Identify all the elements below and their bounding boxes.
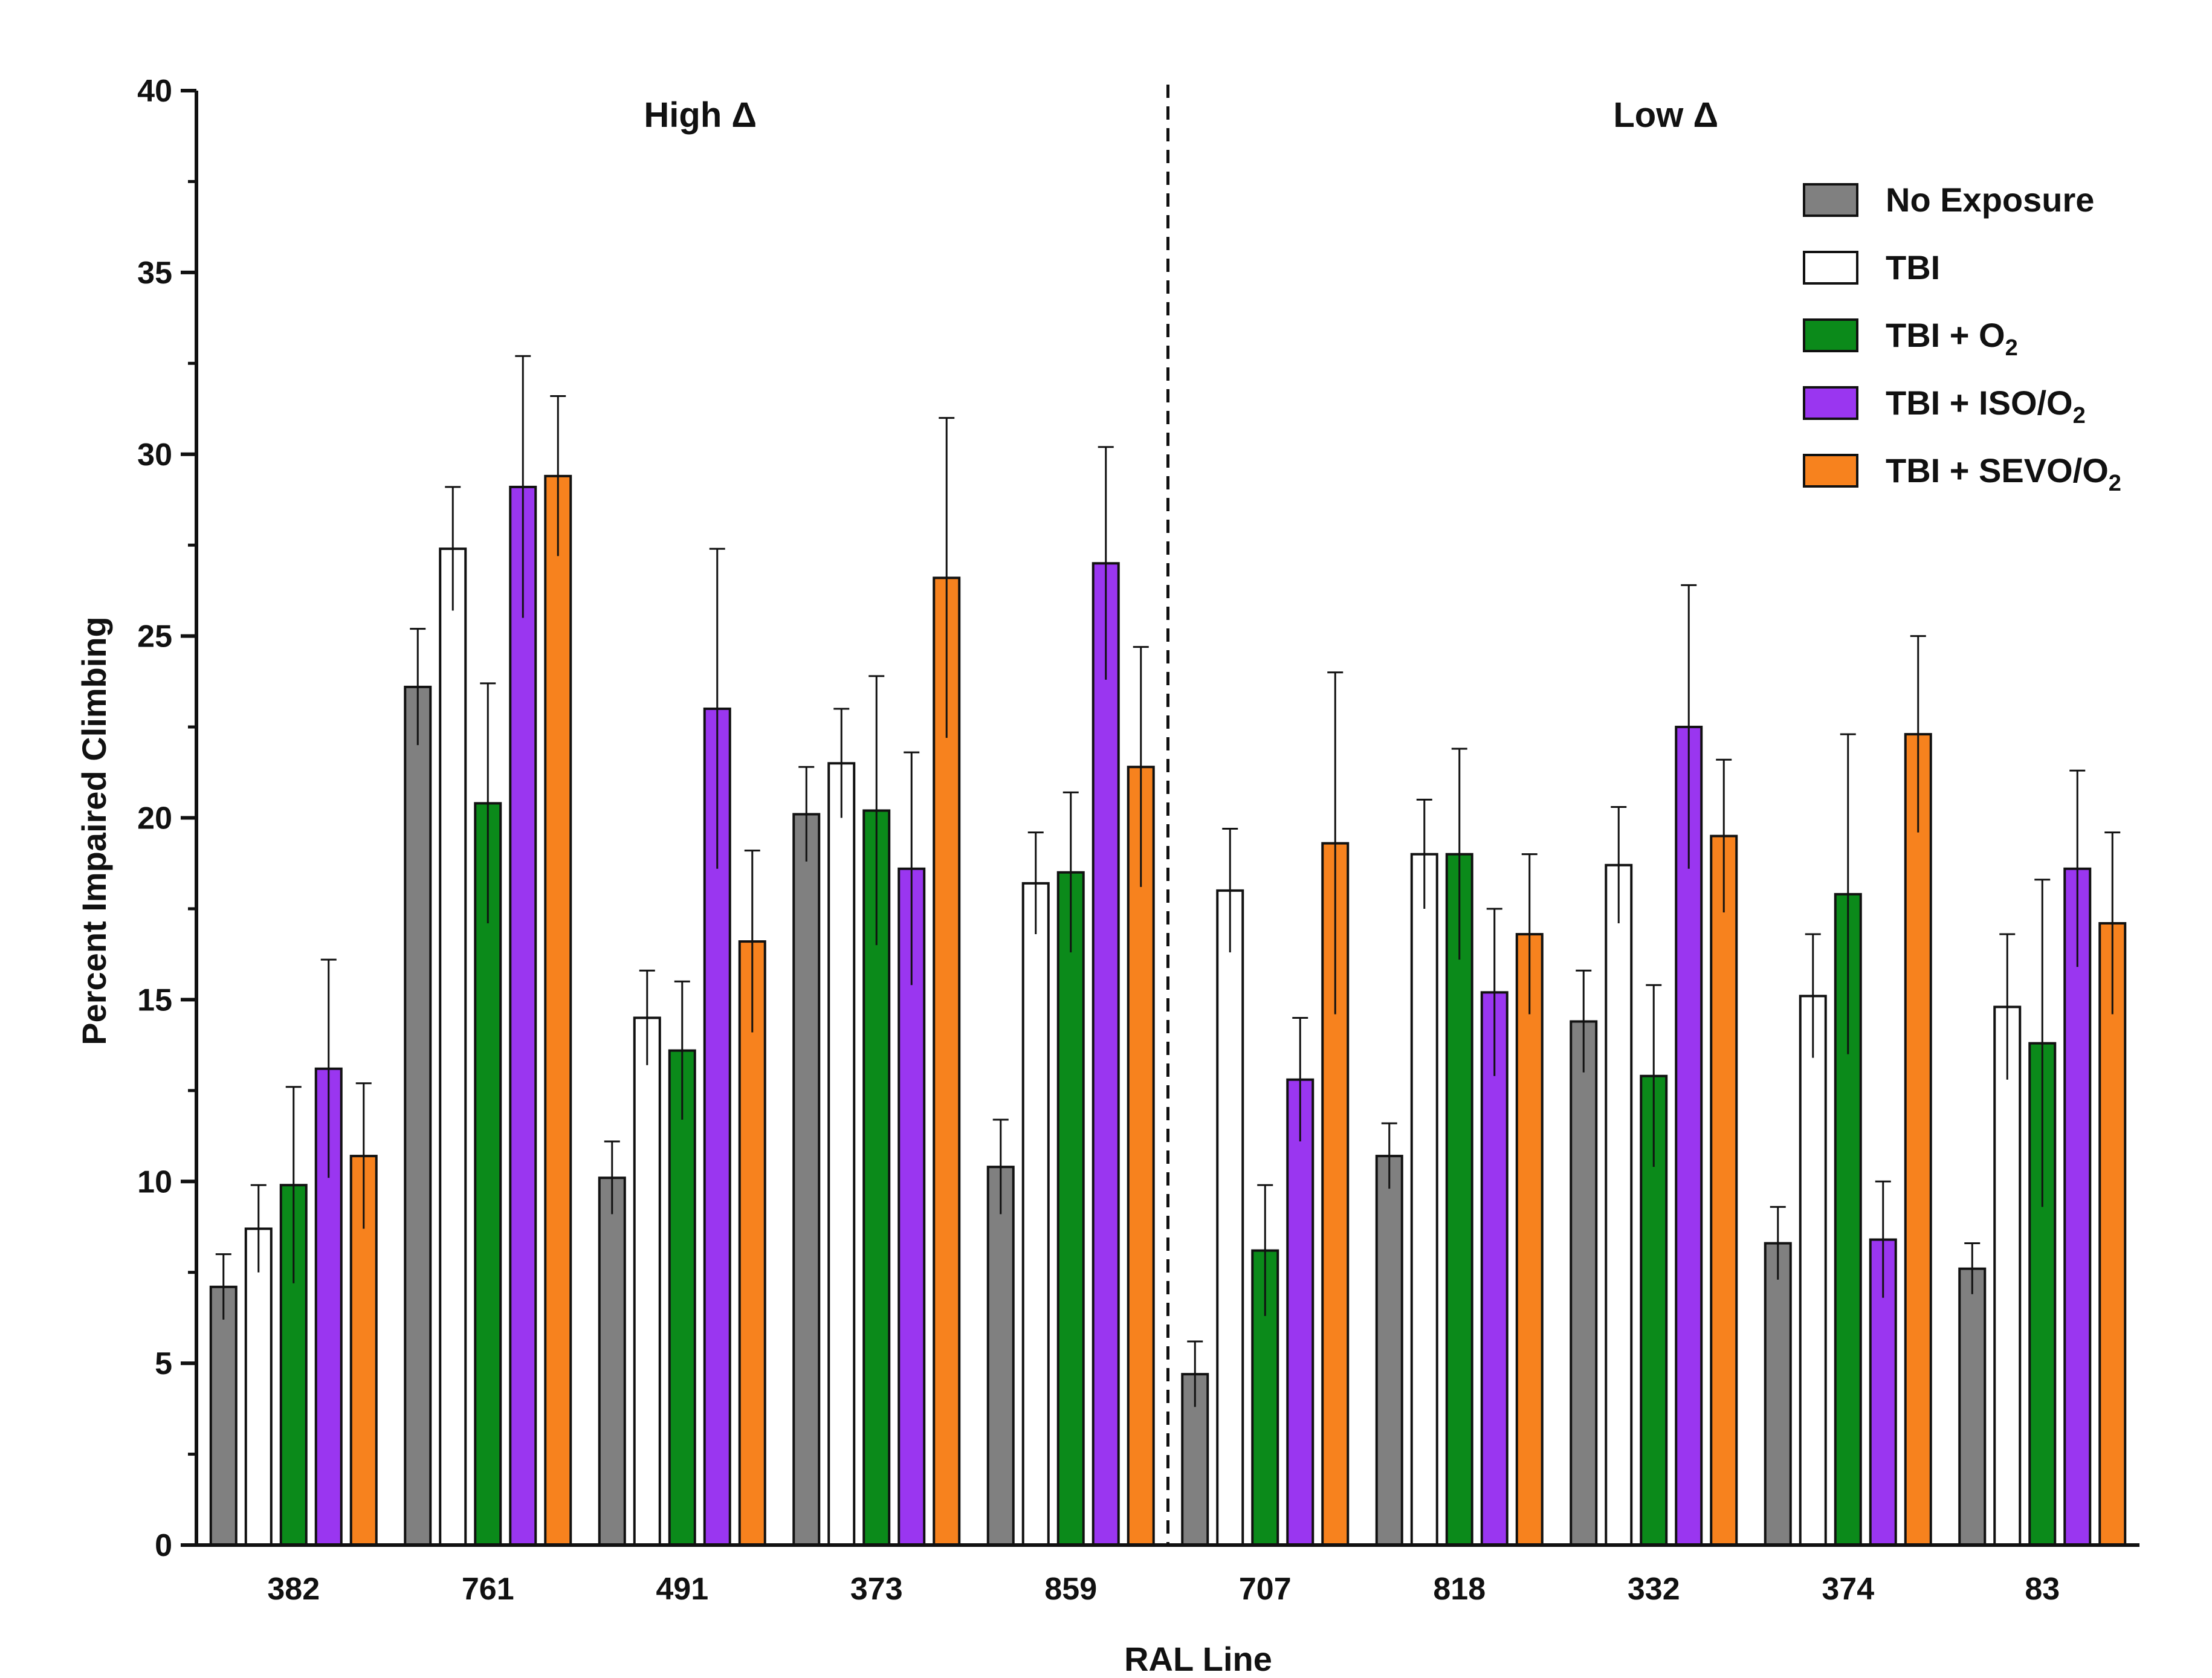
x-tick-label: 373 [850, 1572, 903, 1607]
bar-group-373 [792, 417, 961, 1546]
bar-818-series-3 [1445, 853, 1473, 1546]
x-tick-label: 707 [1239, 1572, 1292, 1607]
bar-332-series-2 [1605, 863, 1633, 1546]
y-axis-title: Percent Impaired Climbing [75, 616, 113, 1045]
bar-491-series-3 [668, 1049, 696, 1546]
bar-382-series-1 [209, 1285, 238, 1547]
bar-707-series-5 [1321, 842, 1350, 1546]
legend-item-3: TBI + O2 [1803, 316, 2018, 361]
bar-818-series-2 [1410, 853, 1438, 1546]
bar-group-761 [404, 355, 572, 1547]
bar-373-series-1 [792, 813, 821, 1546]
legend-label: TBI + O2 [1886, 316, 2018, 361]
legend-label: TBI + SEVO/O2 [1886, 451, 2121, 496]
x-tick-label: 332 [1628, 1572, 1680, 1607]
bar-761-series-5 [544, 474, 572, 1546]
bar-818-series-1 [1375, 1155, 1403, 1546]
legend-swatch [1803, 386, 1858, 420]
bar-group-332 [1570, 584, 1738, 1547]
bar-491-series-2 [633, 1016, 661, 1546]
y-axis-ticks: 0 5 10 15 20 25 30 35 40 [137, 74, 196, 1563]
bar-83-series-1 [1958, 1267, 1987, 1546]
bar-859-series-2 [1021, 882, 1050, 1546]
y-tick-label: 0 [155, 1528, 172, 1563]
bar-332-series-5 [1710, 834, 1738, 1546]
x-axis-title: RAL Line [1124, 1640, 1272, 1675]
bar-374-series-1 [1764, 1242, 1792, 1547]
bar-707-series-4 [1286, 1078, 1315, 1546]
bar-83-series-2 [1993, 1005, 2022, 1547]
y-tick-label: 5 [155, 1346, 172, 1381]
y-tick-label: 15 [137, 983, 172, 1018]
legend-label: No Exposure [1886, 181, 2094, 219]
x-tick-label: 374 [1822, 1572, 1874, 1607]
group-title-low: Low Δ [1613, 95, 1718, 135]
legend-item-5: TBI + SEVO/O2 [1803, 451, 2121, 496]
bar-818-series-4 [1480, 991, 1509, 1546]
bar-group-818 [1375, 747, 1544, 1547]
x-axis-ticks: 382 761 491 373 859 707 818 332 374 83 [267, 1572, 2060, 1607]
bars-layer [209, 355, 2127, 1547]
bar-group-859 [986, 446, 1155, 1547]
bar-859-series-3 [1056, 871, 1085, 1546]
legend-swatch [1803, 183, 1858, 217]
legend-swatch [1803, 318, 1858, 352]
x-tick-label: 761 [462, 1572, 514, 1607]
legend-item-1: No Exposure [1803, 181, 2094, 219]
legend-label: TBI + ISO/O2 [1886, 384, 2086, 428]
bar-group-382 [209, 958, 378, 1547]
x-tick-label: 491 [656, 1572, 708, 1607]
bar-818-series-5 [1515, 933, 1544, 1547]
bar-83-series-4 [2063, 867, 2092, 1546]
legend-swatch [1803, 251, 1858, 285]
bar-761-series-4 [509, 485, 537, 1546]
x-tick-label: 83 [2025, 1572, 2060, 1607]
bar-859-series-4 [1091, 562, 1120, 1546]
bar-group-491 [598, 547, 766, 1547]
bar-761-series-2 [439, 547, 467, 1547]
legend-item-4: TBI + ISO/O2 [1803, 384, 2086, 428]
legend: No Exposure TBI TBI + O2 TBI + ISO/O2 TBI + … [1803, 181, 2121, 496]
bar-382-series-2 [244, 1227, 273, 1547]
legend-swatch [1803, 454, 1858, 488]
x-tick-label: 382 [267, 1572, 320, 1607]
x-tick-label: 818 [1433, 1572, 1486, 1607]
y-tick-label: 25 [137, 619, 172, 654]
y-tick-label: 20 [137, 801, 172, 836]
bar-374-series-5 [1904, 733, 1932, 1546]
bar-761-series-3 [474, 802, 502, 1546]
y-tick-label: 35 [137, 256, 172, 291]
bar-859-series-1 [986, 1166, 1015, 1547]
y-tick-label: 10 [137, 1164, 172, 1199]
y-tick-label: 40 [137, 74, 172, 109]
x-tick-label: 859 [1044, 1572, 1097, 1607]
bar-707-series-2 [1216, 889, 1244, 1546]
group-title-high: High Δ [644, 95, 757, 135]
bar-491-series-1 [598, 1176, 626, 1547]
bar-group-707 [1181, 671, 1350, 1547]
bar-373-series-2 [827, 762, 856, 1546]
bar-83-series-5 [2098, 922, 2127, 1546]
legend-label: TBI [1886, 248, 1940, 286]
bar-761-series-1 [404, 685, 432, 1546]
y-tick-label: 30 [137, 437, 172, 473]
bar-group-374 [1764, 635, 1932, 1547]
legend-item-2: TBI [1803, 248, 1940, 286]
bar-374-series-2 [1799, 995, 1827, 1547]
bar-332-series-1 [1570, 1020, 1598, 1546]
bar-group-83 [1958, 769, 2127, 1547]
